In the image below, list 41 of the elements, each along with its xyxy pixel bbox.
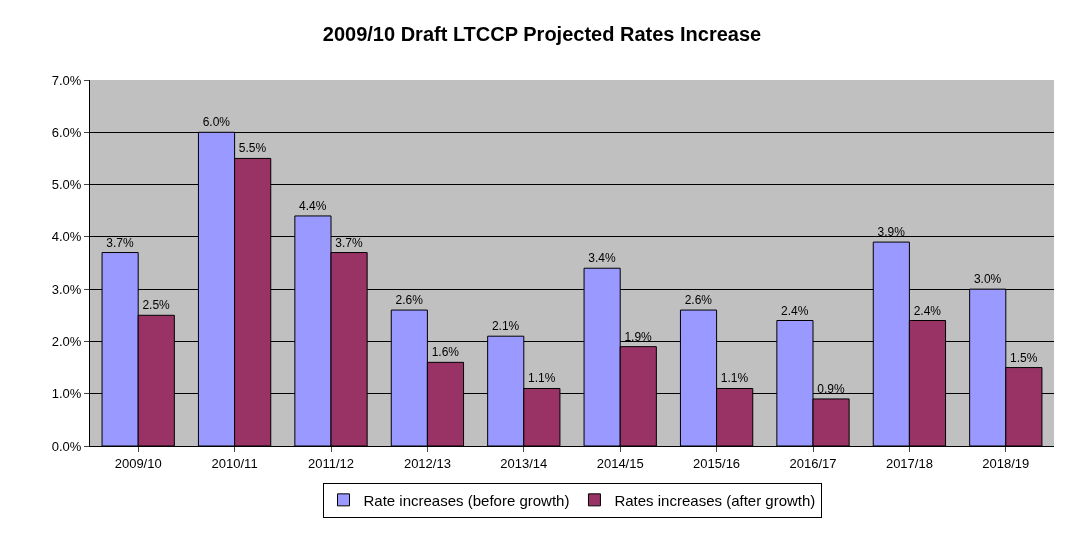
x-tick-label: 2014/15 xyxy=(596,455,644,471)
data-label: 3.4% xyxy=(588,251,616,266)
x-tick-label: 2010/11 xyxy=(211,455,258,471)
x-tick-label: 2009/10 xyxy=(114,455,162,471)
legend-label: Rate increases (before growth) xyxy=(363,491,570,509)
data-label: 1.5% xyxy=(1010,350,1038,365)
x-tick-label: 2012/13 xyxy=(403,455,451,471)
y-tick-label: 0.0% xyxy=(51,438,82,454)
data-label: 3.0% xyxy=(973,272,1002,287)
data-label: 2.4% xyxy=(913,303,942,318)
data-label: 6.0% xyxy=(202,115,231,130)
chart-title: 2009/10 Draft LTCCP Projected Rates Increase xyxy=(322,23,762,46)
data-label: 3.7% xyxy=(335,235,363,250)
x-tick-label: 2016/17 xyxy=(789,455,837,471)
x-tick-label: 2011/12 xyxy=(307,455,355,471)
data-label: 3.9% xyxy=(877,225,906,240)
data-label: 2.6% xyxy=(395,293,424,308)
data-label: 4.4% xyxy=(299,198,327,213)
x-tick-label: 2017/18 xyxy=(885,455,933,471)
y-tick-label: 3.0% xyxy=(51,281,82,297)
y-tick-label: 7.0% xyxy=(51,72,82,88)
y-tick-label: 1.0% xyxy=(51,386,82,402)
data-label: 2.1% xyxy=(491,319,520,334)
data-label: 1.1% xyxy=(720,371,749,386)
legend-label: Rates increases (after growth) xyxy=(614,491,816,509)
x-tick-label: 2015/16 xyxy=(693,455,741,471)
data-label: 1.9% xyxy=(624,329,653,344)
data-label: 2.4% xyxy=(781,303,809,318)
y-tick-label: 6.0% xyxy=(51,124,82,140)
y-tick-label: 5.0% xyxy=(51,177,82,193)
data-label: 3.7% xyxy=(106,235,134,250)
data-label: 0.9% xyxy=(817,381,845,396)
data-label: 2.5% xyxy=(142,298,171,313)
y-tick-label: 2.0% xyxy=(51,333,82,349)
data-label: 5.5% xyxy=(238,141,267,156)
y-tick-label: 4.0% xyxy=(51,229,82,245)
data-label: 1.6% xyxy=(431,345,460,360)
x-tick-label: 2013/14 xyxy=(500,455,548,471)
data-label: 2.6% xyxy=(684,293,713,308)
data-label: 1.1% xyxy=(528,371,556,386)
x-tick-label: 2018/19 xyxy=(982,455,1030,471)
